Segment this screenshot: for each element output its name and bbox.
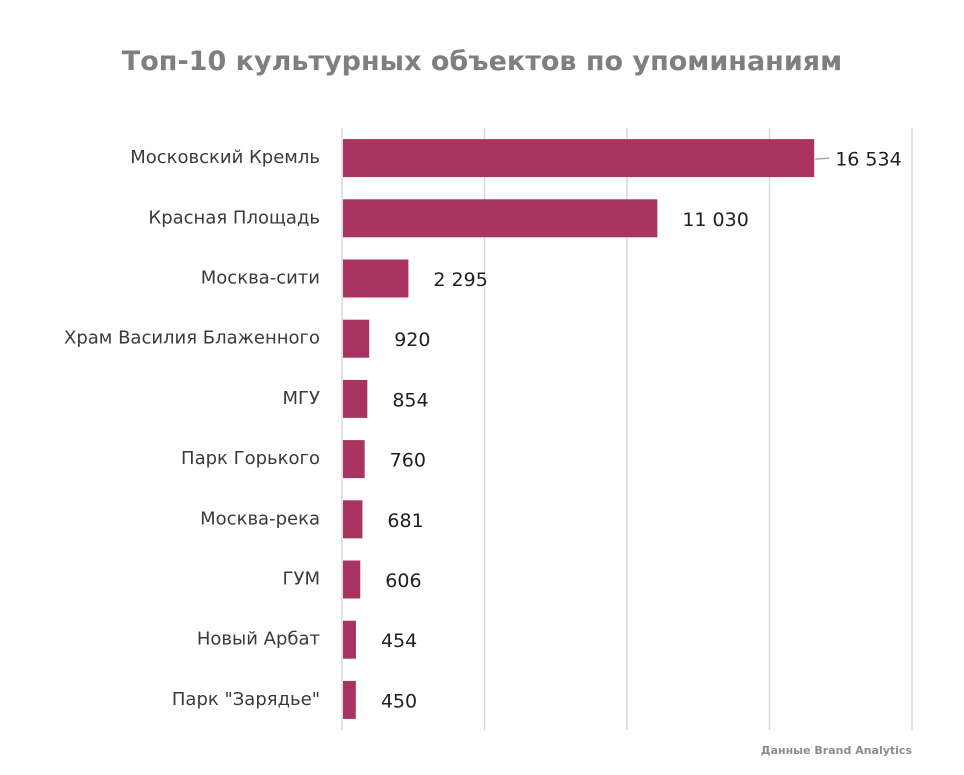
bar (343, 379, 368, 418)
data-label-leader-line (815, 157, 830, 160)
bar (343, 560, 361, 599)
data-label: 450 (381, 690, 417, 712)
category-label: Новый Арбат (197, 629, 320, 650)
category-label: Храм Василия Блаженного (64, 328, 320, 349)
category-label: МГУ (283, 388, 321, 409)
bar (343, 259, 409, 298)
chart-source: Данные Brand Analytics (760, 744, 912, 757)
category-label: ГУМ (283, 569, 320, 590)
data-label: 681 (387, 510, 423, 532)
bar (343, 440, 365, 479)
data-label: 606 (385, 570, 421, 592)
data-label: 2 295 (433, 269, 487, 291)
bar (343, 199, 658, 238)
bar (343, 319, 370, 358)
data-label: 854 (392, 389, 428, 411)
data-label: 454 (381, 630, 417, 652)
category-label: Москва-река (200, 508, 320, 529)
category-label: Москва-сити (201, 268, 320, 289)
category-label: Парк "Зарядье" (172, 689, 320, 710)
data-label: 16 534 (835, 149, 901, 171)
data-label: 760 (390, 450, 426, 472)
bar (343, 680, 356, 719)
bar (343, 500, 363, 539)
labels: Московский Кремль 16 534 Красная Площадь 11… (64, 147, 902, 712)
category-label: Парк Горького (181, 448, 320, 469)
bar (343, 620, 356, 659)
bars (343, 139, 815, 719)
data-label: 11 030 (682, 209, 748, 231)
bar (343, 139, 815, 178)
data-label: 920 (394, 329, 430, 351)
category-label: Красная Площадь (148, 207, 320, 228)
chart-title: Топ-10 культурных объектов по упоминания… (121, 46, 843, 77)
category-label: Московский Кремль (130, 147, 320, 168)
